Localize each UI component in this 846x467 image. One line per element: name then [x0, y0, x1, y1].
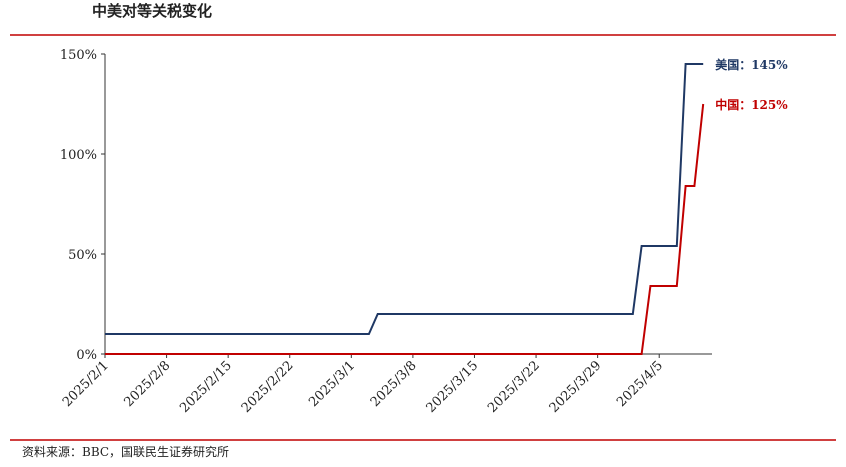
- source-note: 资料来源：BBC，国联民生证券研究所: [22, 444, 229, 459]
- series-line: [105, 63, 704, 335]
- y-tick-label: 100%: [60, 148, 97, 163]
- x-tick-label: 2025/3/22: [485, 358, 543, 416]
- x-tick-label: 2025/2/1: [60, 358, 112, 410]
- x-tick-label: 2025/3/15: [424, 358, 482, 416]
- x-tick-label: 2025/2/8: [122, 358, 174, 410]
- y-tick-label: 50%: [68, 248, 97, 263]
- y-tick-label: 0%: [76, 348, 97, 363]
- x-tick-label: 2025/3/29: [547, 358, 605, 416]
- x-tick-label: 2025/4/5: [614, 358, 666, 410]
- y-tick-label: 150%: [60, 48, 97, 63]
- series-label: 美国：145%: [715, 57, 788, 72]
- series-label: 中国：125%: [715, 97, 788, 112]
- chart-title: 中美对等关税变化: [92, 2, 212, 20]
- x-tick-label: 2025/3/8: [368, 358, 420, 410]
- x-tick-label: 2025/2/15: [177, 358, 235, 416]
- series-line: [105, 103, 705, 355]
- x-tick-label: 2025/3/1: [306, 358, 358, 410]
- x-tick-label: 2025/2/22: [239, 358, 297, 416]
